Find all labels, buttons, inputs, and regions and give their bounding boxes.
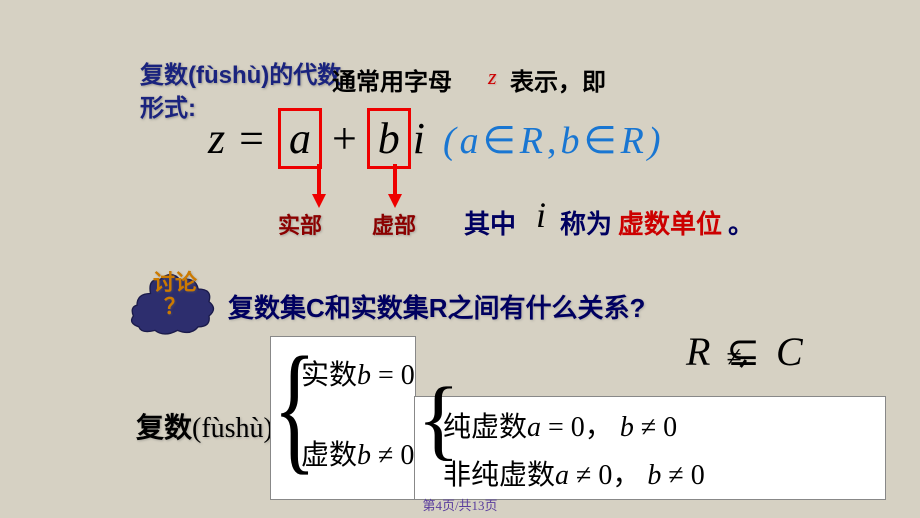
cases-box-2: { 纯虚数a = 0， b ≠ 0 非纯虚数a ≠ 0， b ≠ 0 <box>414 396 886 500</box>
paren-open: (a∈R,b∈R) <box>443 120 660 162</box>
r-subset-c: R ⊊ ≠ C <box>686 328 803 375</box>
eq-i: i <box>413 114 425 163</box>
cases-box-1: { 实数b = 0 虚数b ≠ 0 <box>270 336 416 500</box>
discuss-text: 讨论？ <box>150 271 200 319</box>
main-equation: z = a + bi (a∈R,b∈R) <box>208 108 660 169</box>
eq-plus: + <box>332 114 357 163</box>
title-form: 形式: <box>140 88 196 123</box>
title-represents: 表示，即 <box>510 62 606 97</box>
eq-z: z <box>208 114 225 163</box>
z-variable: z <box>488 64 497 90</box>
title-usually: 通常用字母 <box>332 62 452 97</box>
eq-a: a <box>289 114 311 163</box>
arrow-real <box>304 164 334 208</box>
eq-equals: = <box>239 114 264 163</box>
real-part-label: 实部 <box>278 208 322 240</box>
unit-i: i <box>536 194 546 236</box>
imag-part-label: 虚部 <box>372 208 416 240</box>
imag-part-box: b <box>367 108 411 169</box>
question-text: 复数集C和实数集R之间有什么关系? <box>228 288 645 325</box>
period: 。 <box>728 204 754 241</box>
qizhong: 其中 <box>464 204 516 241</box>
arrow-imag <box>380 164 410 208</box>
xushu-danwei: 虚数单位 <box>618 204 722 241</box>
page-footer: 第4页/共13页 <box>0 495 920 514</box>
chengwei: 称为 <box>560 204 612 241</box>
title-fushu: 复数(fùshù)的代数 <box>140 55 341 90</box>
real-part-box: a <box>278 108 322 169</box>
eq-b: b <box>378 114 400 163</box>
